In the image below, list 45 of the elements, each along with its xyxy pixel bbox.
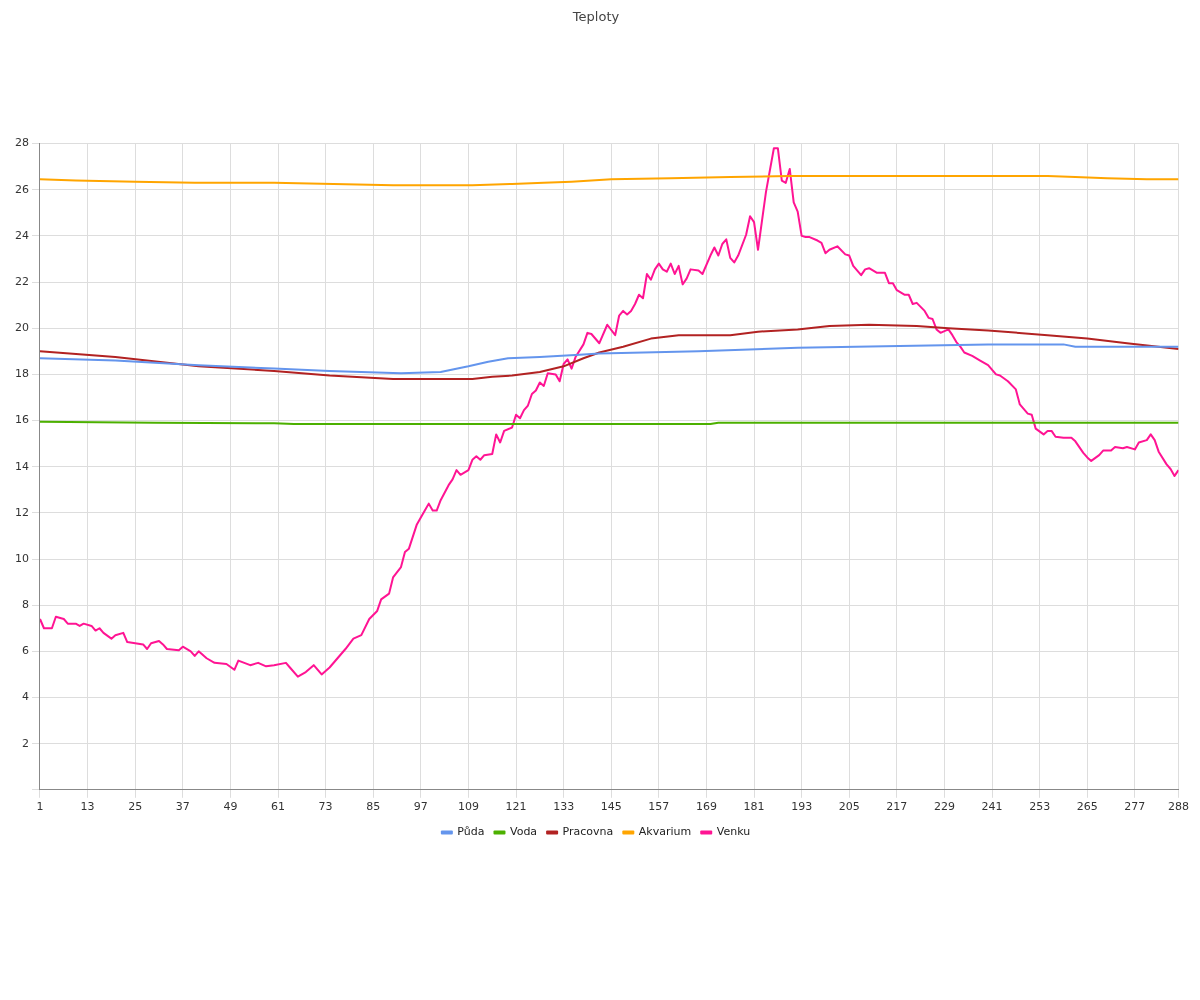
y-tick-label: 18 [15, 367, 29, 381]
x-tick-label: 217 [886, 800, 908, 814]
legend-label: Pracovna [562, 825, 614, 839]
x-tick-label: 133 [553, 800, 575, 814]
chart-title: Teploty [571, 9, 620, 25]
x-tick-label: 241 [981, 800, 1003, 814]
x-tick-label: 253 [1029, 800, 1051, 814]
x-tick-label: 1 [36, 800, 44, 814]
x-tick-label: 97 [413, 800, 428, 814]
legend-label: Voda [509, 825, 538, 839]
x-tick-label: 13 [80, 800, 95, 814]
x-tick-label: 157 [648, 800, 670, 814]
y-tick-label: 8 [22, 598, 29, 612]
y-tick-label: 20 [15, 321, 29, 335]
y-tick-label: 26 [15, 182, 29, 196]
legend-label: Půda [457, 825, 485, 839]
y-tick-label: 28 [15, 136, 29, 150]
y-tick-label: 12 [15, 505, 29, 519]
y-tick-label: 4 [22, 690, 29, 704]
x-tick-label: 205 [838, 800, 860, 814]
y-tick-label: 2 [22, 736, 29, 750]
x-tick-label: 73 [318, 800, 333, 814]
x-tick-label: 25 [128, 800, 143, 814]
x-tick-label: 277 [1124, 800, 1146, 814]
legend-label: Akvarium [638, 825, 692, 839]
y-tick-label: 16 [15, 413, 29, 427]
x-tick-label: 61 [271, 800, 286, 814]
y-tick-label: 10 [15, 551, 29, 565]
y-tick-label: 6 [22, 644, 29, 658]
x-tick-label: 145 [600, 800, 622, 814]
legend-label: Venku [716, 825, 751, 839]
y-tick-label: 14 [15, 459, 29, 473]
x-tick-label: 193 [791, 800, 813, 814]
y-tick-label: 24 [15, 228, 29, 242]
x-tick-label: 169 [695, 800, 717, 814]
x-tick-label: 181 [743, 800, 765, 814]
y-tick-label: 22 [15, 274, 29, 288]
x-tick-label: 85 [366, 800, 381, 814]
x-tick-label: 109 [457, 800, 479, 814]
x-tick-label: 288 [1168, 800, 1189, 814]
x-tick-label: 229 [933, 800, 955, 814]
x-tick-label: 121 [505, 800, 527, 814]
x-tick-label: 49 [223, 800, 238, 814]
x-tick-label: 37 [175, 800, 190, 814]
x-tick-label: 265 [1076, 800, 1098, 814]
